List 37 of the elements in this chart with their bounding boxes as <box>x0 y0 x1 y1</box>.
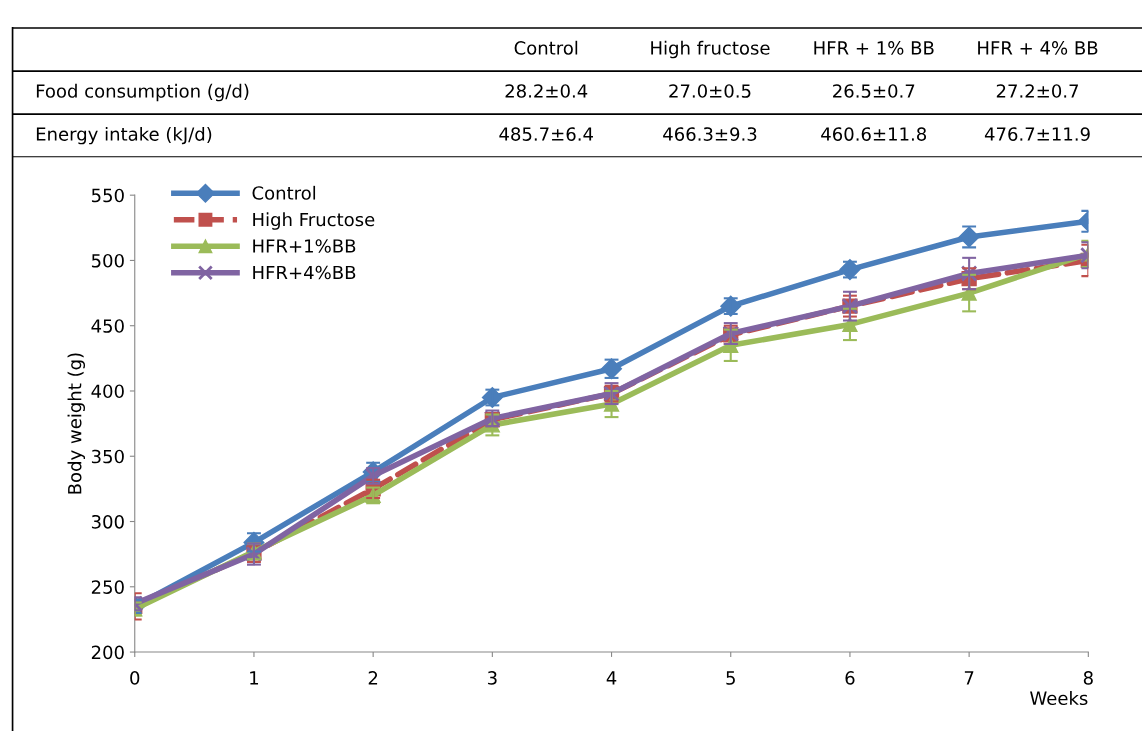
x-tick-label: 7 <box>964 671 974 685</box>
y-tick-label: 500 <box>91 253 124 268</box>
category-label: Control <box>514 40 578 55</box>
legend-label: High Fructose <box>253 212 375 230</box>
y-tick-label: 400 <box>91 384 124 399</box>
category-label: Food consumption (g/d) <box>36 83 249 102</box>
x-tick-label: 4 <box>606 671 617 685</box>
text: 26.5±0.7 <box>833 84 915 98</box>
text: 28.2±0.4 <box>505 84 588 98</box>
y-axis-title: Body weight (g) <box>67 353 86 494</box>
y-tick-label: 250 <box>91 580 124 594</box>
x-axis-title: Weeks <box>1030 691 1088 706</box>
text: 27.0±0.5 <box>669 84 751 98</box>
x-tick-label: 0 <box>130 671 140 685</box>
category-label: High fructose <box>651 40 770 59</box>
category-label: HFR + 4% BB <box>978 41 1098 55</box>
x-tick-label: 3 <box>487 671 497 685</box>
y-tick-label: 200 <box>91 645 124 660</box>
y-tick-label: 350 <box>91 449 124 464</box>
y-tick-label: 550 <box>91 188 124 203</box>
x-tick-label: 1 <box>250 671 259 685</box>
category-label: Energy intake (kJ/d) <box>36 126 212 145</box>
x-tick-label: 5 <box>726 671 735 685</box>
x-tick-label: 6 <box>845 671 855 685</box>
x-tick-label: 2 <box>368 671 378 685</box>
y-tick-label: 300 <box>91 514 124 529</box>
x-tick-label: 8 <box>1083 671 1093 685</box>
y-tick-label: 450 <box>91 319 124 333</box>
legend-label: HFR+4%BB <box>253 265 356 280</box>
text: 460.6±11.8 <box>821 127 927 141</box>
category-label: HFR + 1% BB <box>814 41 934 55</box>
text: 466.3±9.3 <box>663 127 757 141</box>
text: 27.2±0.7 <box>996 84 1079 98</box>
text: 476.7±11.9 <box>984 127 1090 141</box>
legend-label: Control <box>252 185 316 200</box>
legend-label: HFR+1%BB <box>253 239 356 253</box>
text: 485.7±6.4 <box>499 127 593 141</box>
